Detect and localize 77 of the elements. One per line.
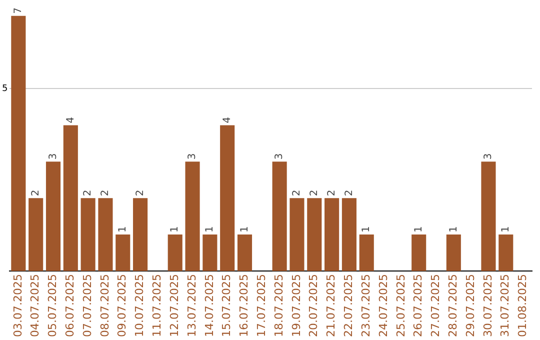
data-label: 2 [292,190,303,196]
y-tick-label: 5 [2,84,8,94]
x-tick-label: 04.07.2025 [28,274,42,338]
x-tick-label: 21.07.2025 [324,274,338,338]
data-label: 3 [274,153,286,160]
x-tick-label: 23.07.2025 [359,274,372,338]
x-tick-label: 06.07.2025 [64,274,77,338]
data-label: 2 [100,190,112,196]
data-label: 1 [413,226,424,233]
x-tick-label: 29.07.2025 [464,274,477,338]
x-tick-label: 20.07.2025 [307,274,320,338]
bar [307,198,322,272]
x-tick-label: 11.07.2025 [150,274,164,338]
data-label: 3 [483,153,494,160]
x-tick-label: 13.07.2025 [185,274,198,338]
x-tick-label: 22.07.2025 [342,274,356,338]
bar [412,234,426,272]
data-label: 1 [448,226,460,233]
bar [133,198,148,272]
x-tick-label: 03.07.2025 [11,274,24,338]
x-tick-label: 14.07.2025 [202,274,216,338]
x-tick-label: 07.07.2025 [80,274,94,338]
data-label: 3 [48,153,59,160]
data-label: 2 [326,190,338,196]
x-tick-label: 18.07.2025 [272,274,286,338]
data-label: 1 [361,226,372,233]
x-tick-label: 01.08.2025 [516,274,530,338]
data-label: 2 [344,190,355,196]
x-tick-label: 17.07.2025 [255,274,268,338]
bar [202,234,218,272]
bar [272,162,287,272]
bar [324,198,340,272]
data-label: 4 [222,116,233,124]
x-tick-label: 10.07.2025 [133,274,146,338]
x-tick-label: 25.07.2025 [394,274,408,338]
bar [342,198,356,272]
data-label: 1 [170,226,181,233]
bar [98,198,113,272]
x-tick-label: 12.07.2025 [168,274,181,338]
bar [168,234,182,272]
x-tick-label: 26.07.2025 [412,274,425,338]
bar [359,234,374,272]
data-label: 4 [65,116,76,124]
x-tick-label: 24.07.2025 [376,274,390,338]
data-label: 3 [187,153,198,160]
data-label: 7 [13,7,24,14]
x-tick-label: 19.07.2025 [290,274,303,338]
bar [220,125,235,272]
bar [290,198,304,272]
data-label: 2 [30,190,42,196]
x-tick-label: 27.07.2025 [429,274,442,338]
x-tick-label: 05.07.2025 [46,274,60,338]
bar [237,234,252,272]
x-tick-label: 30.07.2025 [481,274,494,338]
x-tick-label: 08.07.2025 [98,274,112,338]
bar [498,234,514,272]
x-tick-label: 09.07.2025 [116,274,129,338]
data-label: 1 [204,226,216,233]
x-tick-label: 15.07.2025 [220,274,234,338]
data-label: 2 [82,190,94,196]
bar [63,125,78,272]
bar [11,16,26,272]
data-label: 2 [134,190,146,196]
data-label: 1 [239,226,250,233]
bar [46,162,61,272]
bar [446,234,461,272]
data-label: 2 [308,190,320,196]
data-label: 1 [500,226,512,233]
bar [116,234,130,272]
bar [185,162,200,272]
x-tick-label: 28.07.2025 [446,274,460,338]
bar [80,198,96,272]
bar [28,198,44,272]
x-tick-label: 16.07.2025 [238,274,251,338]
bar [481,162,496,272]
x-tick-label: 31.07.2025 [498,274,512,338]
data-label: 1 [117,226,128,233]
